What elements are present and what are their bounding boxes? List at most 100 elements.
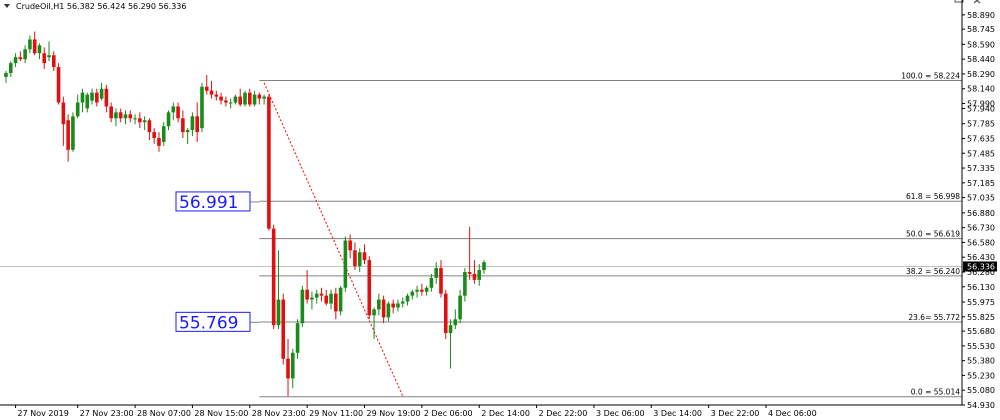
candle-body	[157, 137, 161, 146]
candle-body	[420, 289, 424, 292]
candle-body	[463, 271, 467, 296]
candle-body	[424, 287, 429, 292]
x-tick-label: 4 Dec 06:00	[768, 409, 817, 418]
candle-body	[396, 303, 400, 308]
x-tick-label: 2 Dec 06:00	[424, 409, 473, 418]
candle-body	[147, 120, 152, 133]
fib-label: 100.0 = 58.224	[901, 71, 960, 80]
current-price-tag	[963, 261, 997, 272]
y-tick-label: 58.140	[967, 85, 995, 94]
candle-body	[391, 303, 395, 308]
y-tick-label: 56.880	[967, 209, 995, 218]
candle-body	[434, 268, 438, 278]
candle-body	[200, 86, 204, 129]
candle-body	[104, 88, 109, 107]
price-axis: 58.890 58.745 58.590 58.440 58.290 58.140 57.9…	[962, 11, 997, 410]
candle-body	[453, 319, 458, 326]
candle-body	[300, 289, 305, 324]
close-button[interactable]	[969, 0, 987, 5]
candle-body	[214, 94, 219, 97]
y-tick-label: 57.635	[967, 134, 995, 143]
y-tick-label: 54.930	[967, 401, 995, 410]
candle-body	[128, 114, 133, 119]
candle-body	[8, 63, 13, 73]
label-lower: 55.769	[179, 313, 238, 333]
candle-body	[443, 293, 448, 334]
y-tick-label: 57.485	[967, 149, 995, 158]
y-tick-label: 57.035	[967, 194, 995, 203]
candle-body	[271, 228, 276, 326]
chevron-down-icon[interactable]	[4, 4, 10, 8]
window-controls	[950, 0, 987, 6]
y-tick-label: 56.730	[967, 224, 995, 233]
candle-body	[334, 293, 338, 312]
fib-label: 50.0 = 56.619	[906, 230, 960, 239]
candle-body	[324, 295, 329, 304]
fib-label: 0.0 = 55.014	[911, 388, 960, 397]
candle-body	[99, 88, 104, 99]
candle-body	[415, 289, 419, 292]
chart-title: CrudeOil,H1 56.382 56.424 56.290 56.336	[16, 2, 186, 11]
candle-body	[281, 299, 286, 359]
y-tick-label: 57.940	[967, 104, 995, 113]
label-upper: 56.991	[179, 193, 238, 213]
candle-body	[410, 291, 415, 296]
y-tick-label: 56.580	[967, 238, 995, 247]
x-tick-label: 29 Nov 19:00	[367, 409, 421, 418]
candle-body	[32, 39, 37, 54]
candle-body	[329, 293, 333, 304]
y-tick-label: 55.080	[967, 386, 995, 395]
candle-body	[386, 303, 391, 318]
x-tick-label: 28 Nov 23:00	[252, 409, 306, 418]
candle-body	[295, 323, 300, 353]
candle-body	[429, 277, 434, 288]
candle-body	[472, 273, 477, 280]
y-tick-label: 57.335	[967, 164, 995, 173]
x-tick-label: 2 Dec 22:00	[539, 409, 588, 418]
candle-body	[90, 92, 94, 101]
candle-body	[171, 106, 176, 113]
candle-body	[377, 299, 381, 310]
y-tick-label: 57.185	[967, 179, 995, 188]
fibonacci-levels: 100.0 = 58.224 61.8 = 56.998 50.0 = 56.619…	[0, 71, 962, 398]
candle-body	[243, 92, 247, 105]
candle-body	[367, 260, 372, 316]
candle-body	[204, 86, 209, 91]
candle-body	[13, 57, 18, 64]
y-tick-label: 58.745	[967, 25, 995, 34]
y-tick-label: 55.680	[967, 327, 995, 336]
candle-body	[477, 270, 482, 280]
candle-body	[176, 106, 180, 119]
candles	[4, 31, 486, 397]
candle-body	[238, 96, 243, 105]
symbol-header: CrudeOil,H1 56.382 56.424 56.290 56.336	[4, 2, 186, 11]
candle-body	[71, 116, 75, 150]
fib-label: 61.8 = 56.998	[906, 192, 960, 201]
candle-body	[4, 72, 8, 77]
candle-body	[114, 112, 118, 119]
candle-body	[405, 295, 410, 302]
candle-body	[85, 94, 90, 109]
candle-body	[18, 57, 23, 60]
candle-body	[291, 352, 295, 379]
candle-body	[247, 92, 252, 105]
x-tick-label: 3 Dec 14:00	[653, 409, 702, 418]
fib-label: 23.6= 55.772	[908, 313, 960, 322]
candle-body	[372, 309, 376, 316]
candle-body	[47, 55, 51, 58]
y-tick-label: 56.280	[967, 268, 995, 277]
restore-button[interactable]	[950, 0, 970, 6]
y-tick-label: 55.380	[967, 357, 995, 366]
candle-body	[75, 102, 80, 117]
candle-body	[42, 53, 47, 64]
candle-body	[66, 120, 70, 150]
y-tick-label: 57.785	[967, 120, 995, 129]
x-tick-label: 3 Dec 06:00	[596, 409, 645, 418]
candle-body	[80, 92, 85, 103]
candle-body	[343, 240, 348, 288]
candle-body	[37, 45, 42, 54]
candle-body	[228, 102, 233, 104]
candle-body	[448, 325, 453, 334]
candle-body	[319, 293, 324, 296]
